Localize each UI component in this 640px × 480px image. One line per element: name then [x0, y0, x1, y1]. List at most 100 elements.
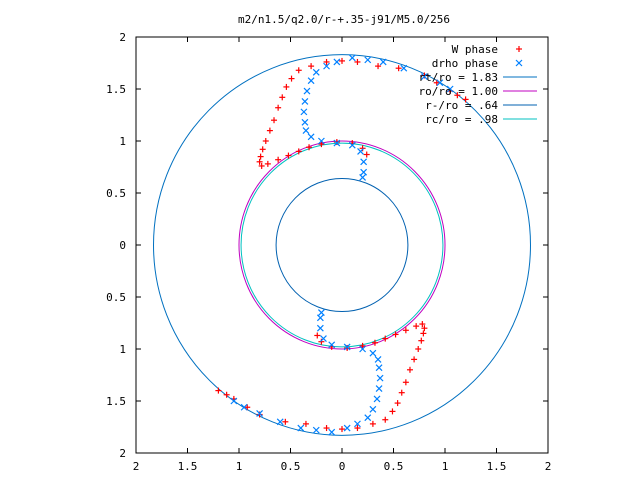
legend-entry: rt/ro = 1.83 — [419, 71, 537, 84]
w-phase-point — [406, 366, 413, 373]
w-phase-point — [302, 420, 309, 427]
drho-phase-point — [328, 341, 336, 349]
drho-phase-point — [323, 62, 330, 70]
x-tick-label: 1.5 — [178, 460, 198, 473]
w-phase-point — [415, 346, 422, 352]
drho-phase-point — [420, 73, 428, 80]
w-phase-point — [275, 104, 282, 111]
w-phase-point — [295, 148, 302, 155]
drho-phase-point — [360, 158, 368, 166]
legend-entry: r-/ro = .64 — [425, 99, 537, 112]
drho-phase-point — [297, 424, 305, 432]
w-phase-point — [418, 337, 425, 344]
w-phase-point — [389, 408, 396, 415]
legend-label: ro/ro = 1.00 — [419, 85, 498, 98]
y-tick-label: 0 — [119, 239, 126, 252]
drho-phase-point — [376, 374, 384, 382]
drho-phase-point — [333, 58, 341, 66]
drho-phase-point — [375, 385, 383, 392]
drho-phase-point — [316, 314, 324, 322]
x-tick-label: 2 — [133, 460, 140, 473]
drho-phase-point — [316, 324, 324, 332]
x-tick-label: 0 — [339, 460, 346, 473]
w-phase-point — [257, 153, 264, 160]
y-tick-label: 1.5 — [106, 83, 126, 96]
w-phase-point — [433, 79, 440, 86]
drho-phase-point — [317, 137, 325, 145]
legend-entry: ro/ro = 1.00 — [419, 85, 537, 98]
w-phase-point — [363, 151, 370, 158]
w-phase-point — [323, 425, 330, 432]
x-tick-label: 1.5 — [487, 460, 507, 473]
x-tick-label: 1 — [442, 460, 449, 473]
w-phase-point — [392, 331, 399, 338]
chart-title: m2/n1.5/q2.0/r-+.35-j91/M5.0/256 — [238, 13, 450, 26]
drho-phase-point — [436, 79, 444, 87]
w-phase-point — [402, 379, 409, 386]
drho-phase-point — [276, 418, 284, 426]
drho-phase-point — [360, 168, 368, 176]
drho-phase-point — [307, 133, 315, 141]
drho-phase-point — [359, 345, 367, 353]
circle-4 — [240, 142, 444, 348]
drho-phase-point — [317, 309, 325, 317]
drho-phase-point — [328, 428, 336, 436]
drho-phase-point — [446, 85, 454, 93]
w-phase-point — [266, 127, 273, 134]
circle-3 — [275, 177, 409, 313]
legend-label: W phase — [452, 43, 498, 56]
drho-phase-point — [369, 405, 377, 413]
legend-entry: W phase — [452, 43, 522, 56]
legend-label: drho phase — [432, 57, 498, 70]
drho-phase-point — [374, 355, 382, 363]
drho-phase-point — [301, 118, 309, 126]
drho-phase-point — [375, 364, 383, 372]
drho-phase-point — [343, 424, 351, 432]
drho-phase-point — [230, 397, 238, 405]
w-phase-point — [318, 141, 325, 148]
drho-phase-point — [354, 420, 361, 428]
w-phase-point — [421, 72, 428, 79]
w-phase-point — [339, 57, 345, 64]
w-phase-point — [462, 96, 469, 103]
w-phase-point — [318, 338, 325, 345]
y-tick-label: 1 — [119, 343, 126, 356]
drho-phase-point — [364, 56, 372, 64]
drho-phase-point — [359, 173, 367, 181]
w-phase-point — [402, 327, 409, 334]
w-phase-point — [262, 138, 269, 144]
w-phase-point — [395, 65, 402, 72]
w-phase-point — [333, 139, 340, 146]
w-phase-point — [359, 342, 366, 349]
drho-phase-point — [348, 141, 356, 149]
drho-phase-point — [312, 426, 320, 434]
w-phase-point — [215, 387, 222, 394]
w-phase-point — [282, 418, 289, 425]
w-phase-point — [420, 330, 427, 337]
axis-ticks: 2 1.5 1 0.5 0 0.5 1 1.5 221.510.500.511.52 — [106, 31, 551, 473]
legend-marker — [515, 59, 523, 67]
w-phase-point — [359, 145, 366, 152]
w-phase-point — [259, 146, 266, 153]
w-phase-point — [256, 411, 263, 418]
w-phase-point — [264, 160, 271, 167]
w-phase-point — [256, 158, 263, 165]
w-phase-point — [411, 356, 418, 363]
w-phase-point — [421, 325, 428, 332]
w-phase-point — [283, 83, 290, 90]
drho-phase-point — [303, 87, 311, 95]
w-phase-point — [382, 335, 389, 342]
w-phase-point — [279, 94, 286, 101]
w-phase-point — [382, 416, 389, 423]
w-phase-point — [354, 58, 361, 65]
drho-phase-point — [357, 147, 364, 155]
drho-phase-point — [240, 403, 248, 411]
w-phase-point — [369, 420, 376, 427]
w-phase-point — [394, 400, 401, 407]
legend-entry: rc/ro = .98 — [425, 113, 537, 126]
w-phase-point — [413, 323, 420, 330]
drho-phase-point — [300, 108, 308, 116]
drho-phase-point — [373, 395, 381, 403]
legend-entry: drho phase — [432, 57, 523, 70]
x-tick-label: 0.5 — [384, 460, 404, 473]
